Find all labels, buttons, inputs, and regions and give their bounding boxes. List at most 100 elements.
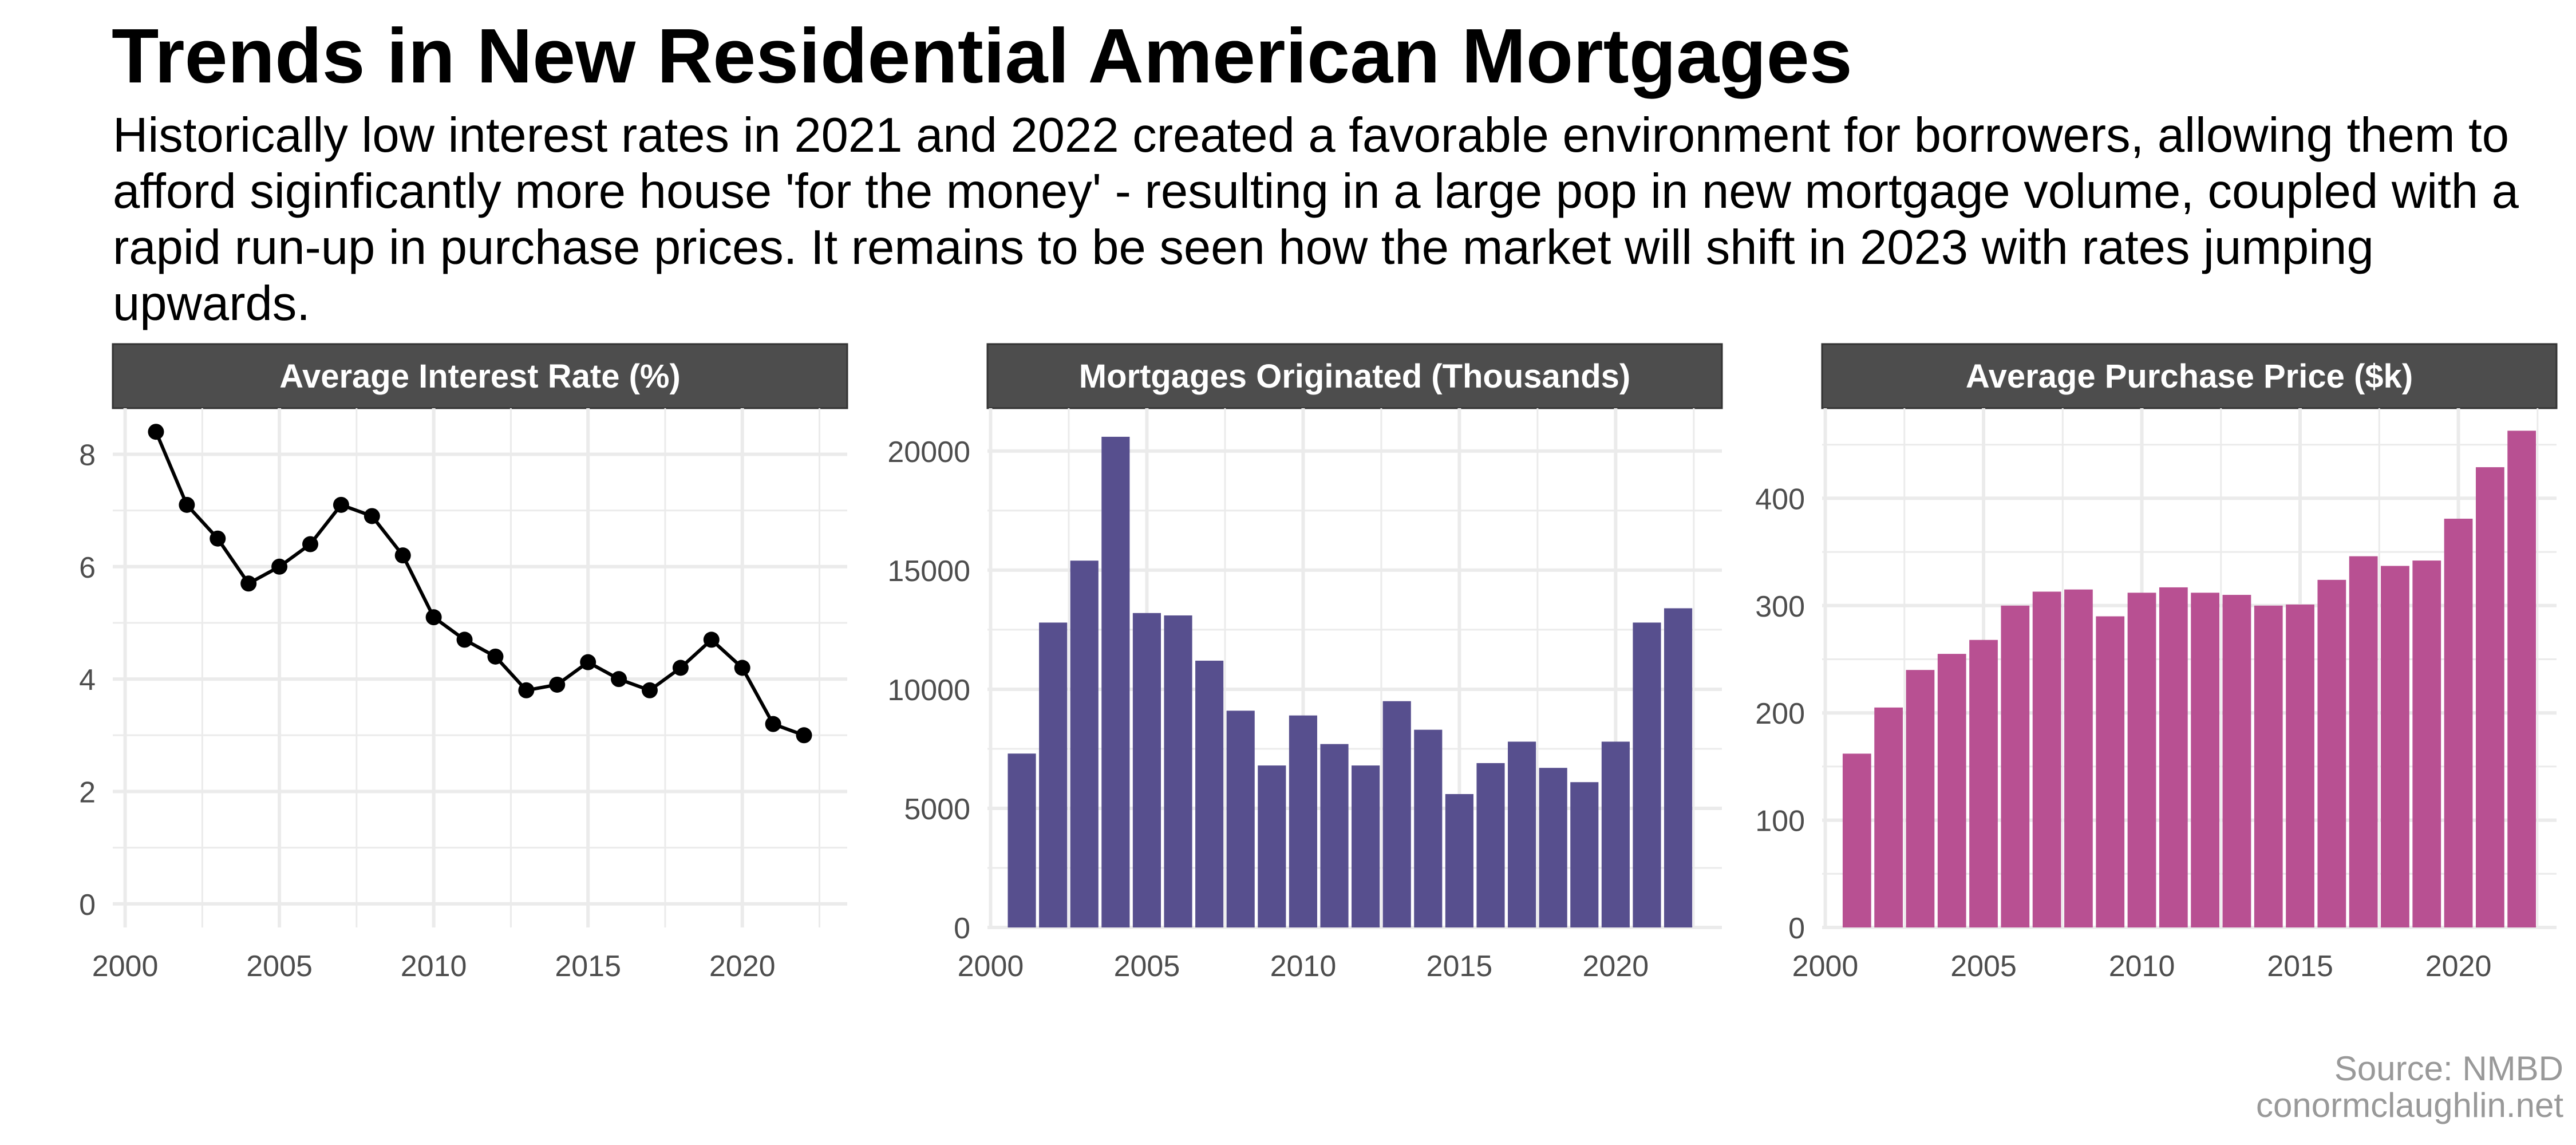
bar-2001 [1842, 753, 1871, 927]
x-tick-label: 2015 [1427, 950, 1493, 983]
bar-2020 [1601, 741, 1630, 927]
point-2010 [425, 609, 442, 626]
x-tick-label: 2010 [1270, 950, 1337, 983]
facet-strip-title: Average Purchase Price ($k) [1966, 358, 2413, 395]
y-tick-label: 10000 [887, 674, 970, 707]
x-tick-label: 2000 [1792, 950, 1859, 983]
facet-strip [1821, 343, 2558, 409]
y-tick-label: 2 [79, 776, 96, 809]
bar-2005 [1132, 613, 1161, 927]
facet-strip [112, 343, 848, 409]
y-tick-label: 0 [79, 889, 96, 922]
bar-2009 [2096, 616, 2125, 927]
bar-2010 [2127, 593, 2156, 927]
point-2002 [179, 496, 195, 513]
bar-2004 [1937, 654, 1966, 927]
point-2005 [271, 558, 288, 575]
bar-2007 [2032, 591, 2061, 927]
chart-subtitle: Historically low interest rates in 2021 … [113, 108, 2519, 331]
y-tick-label: 200 [1755, 697, 1805, 731]
y-tick-label: 6 [79, 551, 96, 585]
x-tick-label: 2020 [1583, 950, 1649, 983]
bar-2009 [1258, 765, 1286, 927]
x-tick-label: 2020 [709, 950, 776, 983]
bar-2022 [1664, 608, 1693, 927]
point-2001 [148, 424, 164, 440]
point-2020 [734, 660, 750, 676]
point-2022 [796, 727, 812, 744]
bar-2010 [1289, 715, 1317, 927]
point-2009 [394, 547, 411, 564]
point-2003 [210, 530, 226, 547]
y-tick-label: 0 [954, 912, 970, 945]
point-2017 [641, 682, 658, 698]
y-tick-label: 100 [1755, 805, 1805, 838]
point-2019 [703, 631, 720, 648]
bar-2003 [1070, 560, 1099, 927]
facet-mortgages-originated: Mortgages Originated (Thousands) 0 5000 100… [887, 343, 1723, 983]
bar-2001 [1008, 753, 1036, 927]
x-tick-label: 2020 [2425, 950, 2492, 983]
bar-2003 [1906, 670, 1935, 927]
bar-2015 [1445, 794, 1473, 927]
bar-2022 [2507, 431, 2537, 927]
bar-2016 [2317, 579, 2346, 927]
data-series [1008, 436, 1693, 927]
facet-strip-title: Average Interest Rate (%) [279, 358, 681, 395]
x-tick-label: 2010 [2109, 950, 2175, 983]
x-tick-label: 2000 [92, 950, 159, 983]
bar-2018 [2381, 566, 2409, 927]
bar-2007 [1195, 661, 1224, 927]
bar-2002 [1874, 707, 1903, 927]
y-tick-label: 400 [1755, 483, 1805, 516]
bar-2002 [1039, 622, 1068, 927]
point-2012 [487, 648, 504, 665]
x-axis: 2000 2005 2010 2015 2020 [1792, 950, 2492, 983]
bar-2015 [2286, 604, 2314, 927]
y-axis: 0 5000 10000 15000 20000 [887, 436, 970, 945]
point-2018 [672, 660, 689, 676]
point-2016 [611, 671, 627, 688]
bar-2016 [1476, 763, 1505, 927]
bar-2017 [1508, 741, 1536, 927]
bar-2014 [2254, 605, 2283, 927]
bar-2013 [2222, 595, 2251, 927]
point-2007 [333, 496, 349, 513]
series-line [154, 431, 805, 737]
bar-2012 [2191, 593, 2220, 927]
bar-2011 [2159, 587, 2188, 927]
bar-2006 [1164, 615, 1192, 927]
x-tick-label: 2010 [401, 950, 467, 983]
y-tick-label: 0 [1788, 912, 1805, 945]
bar-2021 [1633, 622, 1661, 927]
x-tick-label: 2005 [1114, 950, 1180, 983]
x-tick-label: 2015 [555, 950, 621, 983]
bar-2008 [2064, 589, 2093, 927]
bar-2004 [1101, 436, 1130, 927]
facet-purchase-price: Average Purchase Price ($k) 0 100 200 300 400… [1755, 343, 2558, 983]
point-2004 [240, 575, 257, 592]
bar-2013 [1382, 701, 1411, 927]
y-tick-label: 15000 [887, 555, 970, 588]
caption: Source: NMBD conormclaughlin.net [2256, 1051, 2563, 1124]
point-2011 [456, 631, 473, 648]
x-tick-label: 2015 [2267, 950, 2333, 983]
bar-2008 [1226, 710, 1255, 927]
y-axis: 0 2 4 6 8 [79, 439, 96, 921]
chart-title: Trends in New Residential American Mortg… [112, 13, 1852, 99]
bar-2014 [1414, 729, 1443, 927]
point-2006 [302, 536, 319, 552]
facet-strip-title: Mortgages Originated (Thousands) [1079, 358, 1631, 395]
point-2014 [549, 676, 566, 693]
bar-2011 [1320, 744, 1349, 927]
bar-2021 [2475, 467, 2504, 927]
caption-site: conormclaughlin.net [2256, 1086, 2563, 1124]
point-2015 [580, 654, 596, 670]
bar-2017 [2349, 556, 2378, 927]
bar-2006 [2001, 605, 2030, 927]
x-tick-label: 2005 [246, 950, 313, 983]
bar-2018 [1539, 768, 1567, 927]
point-2021 [765, 716, 781, 732]
point-2013 [518, 682, 535, 698]
